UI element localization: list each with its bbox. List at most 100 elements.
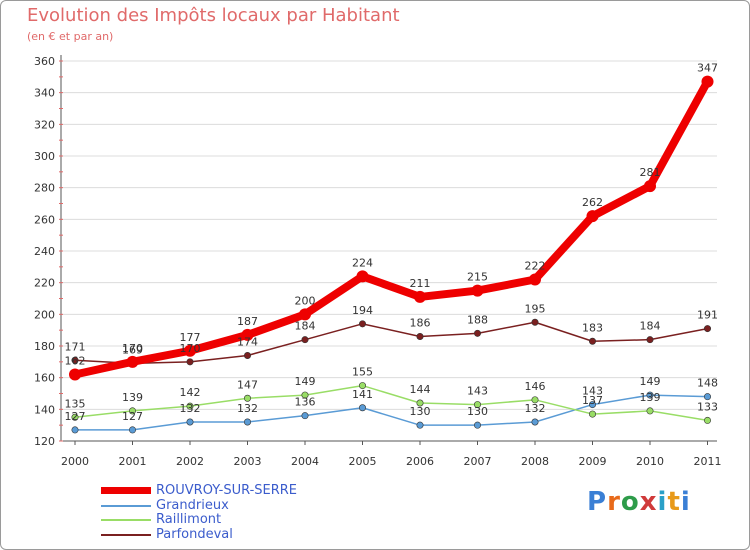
series-line-Parfondeval (74, 321, 709, 365)
data-label: 174 (237, 336, 258, 349)
legend-swatch (101, 504, 151, 507)
data-point (646, 336, 654, 344)
data-point (71, 356, 79, 364)
data-label: 139 (640, 391, 661, 404)
y-tick-label-260: 260 (34, 213, 55, 226)
data-label: 171 (65, 340, 86, 353)
data-label: 132 (237, 402, 258, 415)
data-label: 200 (295, 294, 316, 307)
legend-swatch (101, 533, 151, 536)
data-label: 215 (467, 271, 488, 284)
data-point (301, 412, 309, 420)
data-label: 149 (295, 375, 316, 388)
data-point (126, 355, 139, 368)
data-label: 149 (640, 375, 661, 388)
data-label: 148 (697, 377, 718, 390)
x-tick-label-2005: 2005 (349, 455, 377, 468)
data-point (299, 308, 311, 321)
data-point (184, 344, 196, 357)
data-label: 170 (122, 342, 143, 355)
chart-title: Evolution des Impôts locaux par Habitant (27, 5, 400, 26)
x-tick-label-2008: 2008 (521, 455, 549, 468)
y-tick-label-140: 140 (34, 403, 55, 416)
data-point (414, 290, 426, 303)
y-tick-label-180: 180 (34, 340, 55, 353)
data-point (646, 407, 654, 415)
data-label: 137 (582, 394, 603, 407)
data-label: 211 (410, 277, 431, 290)
data-point (71, 413, 79, 421)
data-label: 187 (237, 315, 258, 328)
data-label: 130 (410, 405, 431, 418)
legend-swatch (101, 487, 151, 494)
data-label: 347 (697, 62, 718, 75)
data-label: 222 (525, 260, 546, 273)
x-tick-label-2006: 2006 (406, 455, 434, 468)
data-point (301, 336, 309, 344)
data-point (358, 404, 366, 412)
legend-label: Raillimont (156, 512, 222, 527)
data-label: 141 (352, 388, 373, 401)
logo-letter: r (607, 487, 621, 517)
legend-label: Grandrieux (156, 497, 229, 513)
x-tick-label-2007: 2007 (464, 455, 492, 468)
data-label: 133 (697, 400, 718, 413)
x-tick-label-2011: 2011 (694, 455, 722, 468)
x-tick-label-2000: 2000 (61, 455, 89, 468)
chart-subtitle: (en € et par an) (27, 30, 114, 43)
logo-letter: i (657, 487, 668, 517)
data-label: 147 (237, 378, 258, 391)
x-tick-label-2004: 2004 (291, 455, 319, 468)
data-point (416, 332, 424, 340)
data-label: 224 (352, 256, 373, 269)
data-label: 130 (467, 405, 488, 418)
series-line-ROUVROY-SUR-SERRE (71, 77, 712, 379)
data-label: 143 (467, 385, 488, 398)
data-point (703, 416, 711, 424)
data-label: 136 (295, 396, 316, 409)
data-point (416, 399, 424, 407)
data-label: 184 (295, 320, 316, 333)
data-label: 169 (122, 343, 143, 356)
data-point (244, 351, 252, 359)
data-label: 191 (697, 309, 718, 322)
data-label: 186 (410, 317, 431, 330)
data-label: 195 (525, 302, 546, 315)
data-point (301, 391, 309, 399)
data-point (358, 320, 366, 328)
data-point (129, 407, 137, 415)
y-tick-label-240: 240 (34, 245, 55, 258)
data-label: 132 (525, 402, 546, 415)
data-point (588, 337, 596, 345)
legend-label: ROUVROY-SUR-SERRE (156, 483, 298, 498)
data-label: 188 (467, 313, 488, 326)
x-tick-label-2003: 2003 (234, 455, 262, 468)
data-label: 155 (352, 366, 373, 379)
data-point (703, 393, 711, 401)
logo-letter: t (667, 487, 681, 517)
logo-letter: P (587, 487, 608, 517)
data-point (356, 270, 369, 283)
data-point (473, 329, 481, 337)
data-label: 281 (640, 166, 661, 179)
data-point (588, 401, 596, 409)
logo-letter: i (680, 487, 691, 517)
data-label: 143 (582, 385, 603, 398)
data-point (241, 328, 254, 341)
data-point (244, 394, 252, 402)
data-label: 262 (582, 196, 603, 209)
data-label: 194 (352, 304, 373, 317)
data-label: 139 (122, 391, 143, 404)
data-point (473, 421, 481, 429)
y-tick-label-160: 160 (34, 372, 55, 385)
data-point (473, 401, 481, 409)
y-tick-label-280: 280 (34, 182, 55, 195)
data-label: 177 (180, 331, 201, 344)
logo-letter: o (620, 487, 640, 517)
data-label: 184 (640, 320, 661, 333)
data-point (588, 410, 596, 418)
x-tick-label-2009: 2009 (579, 455, 607, 468)
data-point (186, 358, 194, 366)
series-line-Raillimont (74, 384, 709, 422)
data-label: 142 (180, 386, 201, 399)
